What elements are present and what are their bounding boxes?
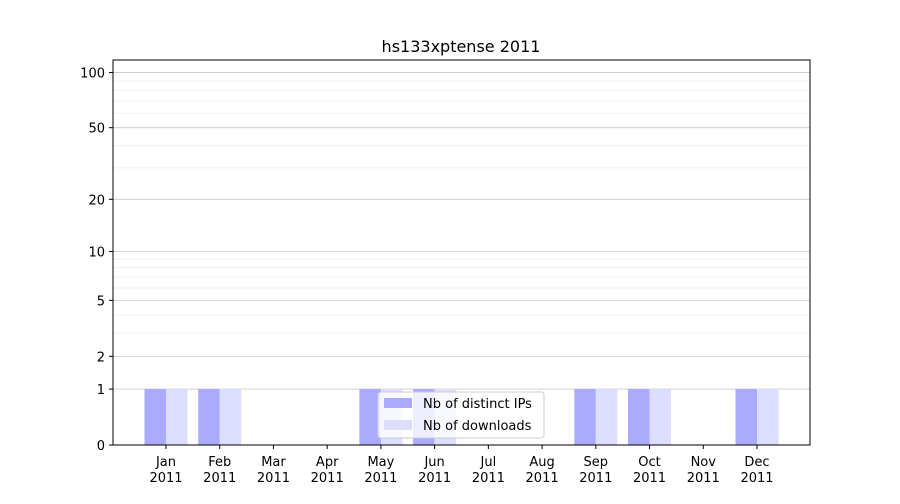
x-axis: Jan2011Feb2011Mar2011Apr2011May2011Jun20… xyxy=(149,445,774,486)
x-tick-label: 2011 xyxy=(740,471,773,486)
x-tick-label: May xyxy=(367,455,394,470)
chart-title: hs133xptense 2011 xyxy=(382,37,541,56)
x-tick-label: Oct xyxy=(638,455,660,470)
plot-frame xyxy=(112,59,811,446)
x-tick-label: 2011 xyxy=(418,471,451,486)
x-tick-label: Nov xyxy=(691,455,717,470)
y-tick-label: 2 xyxy=(97,350,105,365)
x-tick-label: 2011 xyxy=(526,471,559,486)
bar-downloads xyxy=(595,389,618,445)
x-tick-label: Aug xyxy=(529,455,554,470)
x-tick-label: 2011 xyxy=(311,471,344,486)
legend-label-downloads: Nb of downloads xyxy=(423,419,532,434)
bar-distinct-ips xyxy=(735,389,757,445)
legend-swatch-downloads xyxy=(384,420,412,430)
y-tick-label: 20 xyxy=(88,193,105,208)
x-tick-label: Mar xyxy=(261,455,286,470)
y-tick-label: 100 xyxy=(80,67,105,82)
x-tick-label: Jul xyxy=(480,455,497,470)
bar-downloads xyxy=(219,389,242,445)
legend-swatch-ips xyxy=(384,398,412,408)
x-tick-label: 2011 xyxy=(149,471,182,486)
bar-downloads xyxy=(757,389,779,445)
y-tick-label: 0 xyxy=(97,439,105,454)
y-tick-label: 1 xyxy=(97,383,105,398)
x-tick-label: Dec xyxy=(744,455,769,470)
bar-downloads xyxy=(649,389,672,445)
bar-distinct-ips xyxy=(359,389,381,445)
x-tick-label: Feb xyxy=(208,455,231,470)
bar-distinct-ips xyxy=(574,389,596,445)
grid xyxy=(113,72,810,390)
bar-distinct-ips xyxy=(628,389,650,445)
bar-distinct-ips xyxy=(144,389,166,445)
y-tick-label: 5 xyxy=(97,294,105,309)
bar-distinct-ips xyxy=(198,389,220,445)
y-tick-label: 50 xyxy=(88,122,105,137)
bar-downloads xyxy=(166,389,188,445)
x-tick-label: 2011 xyxy=(633,471,666,486)
legend-label-ips: Nb of distinct IPs xyxy=(423,397,532,412)
x-tick-label: 2011 xyxy=(579,471,612,486)
x-tick-label: 2011 xyxy=(472,471,505,486)
legend: Nb of distinct IPs Nb of downloads xyxy=(377,391,545,439)
x-tick-label: 2011 xyxy=(364,471,397,486)
x-tick-label: Apr xyxy=(316,455,339,470)
x-tick-label: 2011 xyxy=(257,471,290,486)
y-axis: 0 1 2 5 10 20 50 100 xyxy=(80,67,113,454)
legend-box xyxy=(377,391,545,439)
x-tick-label: Sep xyxy=(584,455,609,470)
x-tick-label: Jan xyxy=(155,455,176,470)
x-tick-label: 2011 xyxy=(203,471,236,486)
x-tick-label: Jun xyxy=(423,455,444,470)
y-tick-label: 10 xyxy=(88,245,105,260)
x-tick-label: 2011 xyxy=(687,471,720,486)
